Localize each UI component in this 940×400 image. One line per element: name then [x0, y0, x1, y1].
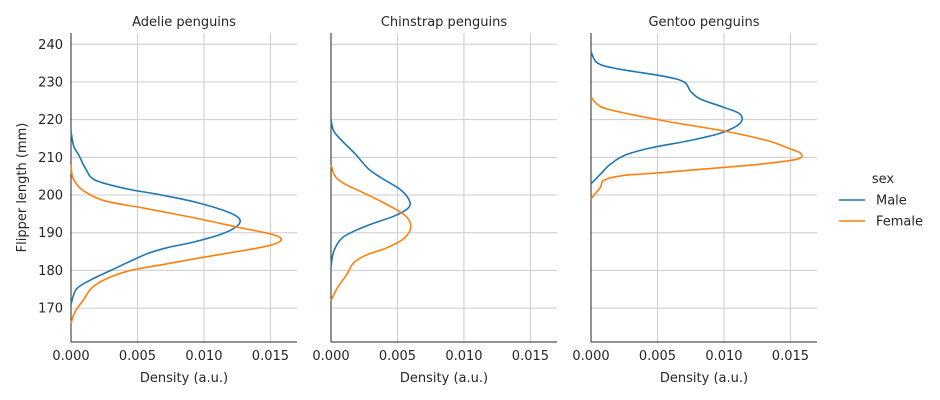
y-tick-label: 210: [38, 151, 63, 166]
panel-title: Adelie penguins: [132, 15, 236, 30]
x-axis-label: Density (a.u.): [400, 371, 488, 386]
panel-title: Chinstrap penguins: [381, 15, 508, 30]
y-tick-label: 240: [38, 38, 63, 53]
x-axis-label: Density (a.u.): [660, 371, 748, 386]
x-tick-label: 0.015: [772, 349, 809, 364]
y-tick-label: 230: [38, 75, 63, 90]
x-tick-label: 0.010: [445, 349, 482, 364]
x-tick-label: 0.015: [252, 349, 289, 364]
x-tick-label: 0.000: [572, 349, 609, 364]
x-tick-label: 0.005: [639, 349, 676, 364]
density-curve-male: [70, 130, 242, 305]
y-axis-label: Flipper length (mm): [15, 123, 30, 253]
y-tick-label: 190: [38, 226, 63, 241]
legend-title: sex: [872, 172, 895, 187]
x-tick-label: 0.015: [512, 349, 549, 364]
x-tick-label: 0.000: [312, 349, 349, 364]
legend-label-male: Male: [876, 194, 907, 209]
panel-title: Gentoo penguins: [648, 15, 759, 30]
y-tick-label: 220: [38, 113, 63, 128]
x-tick-label: 0.005: [119, 349, 156, 364]
density-curve-female: [70, 164, 283, 324]
density-curve-female: [590, 96, 803, 200]
y-tick-label: 200: [38, 189, 63, 204]
y-tick-label: 170: [38, 302, 63, 317]
density-curve-male: [330, 119, 412, 267]
density-curve-male: [590, 51, 744, 185]
x-tick-label: 0.010: [185, 349, 222, 364]
x-tick-label: 0.005: [379, 349, 416, 364]
x-tick-label: 0.010: [705, 349, 742, 364]
density-curve-female: [330, 164, 412, 301]
x-tick-label: 0.000: [52, 349, 89, 364]
legend-label-female: Female: [876, 215, 923, 230]
x-axis-label: Density (a.u.): [140, 371, 228, 386]
y-tick-label: 180: [38, 264, 63, 279]
